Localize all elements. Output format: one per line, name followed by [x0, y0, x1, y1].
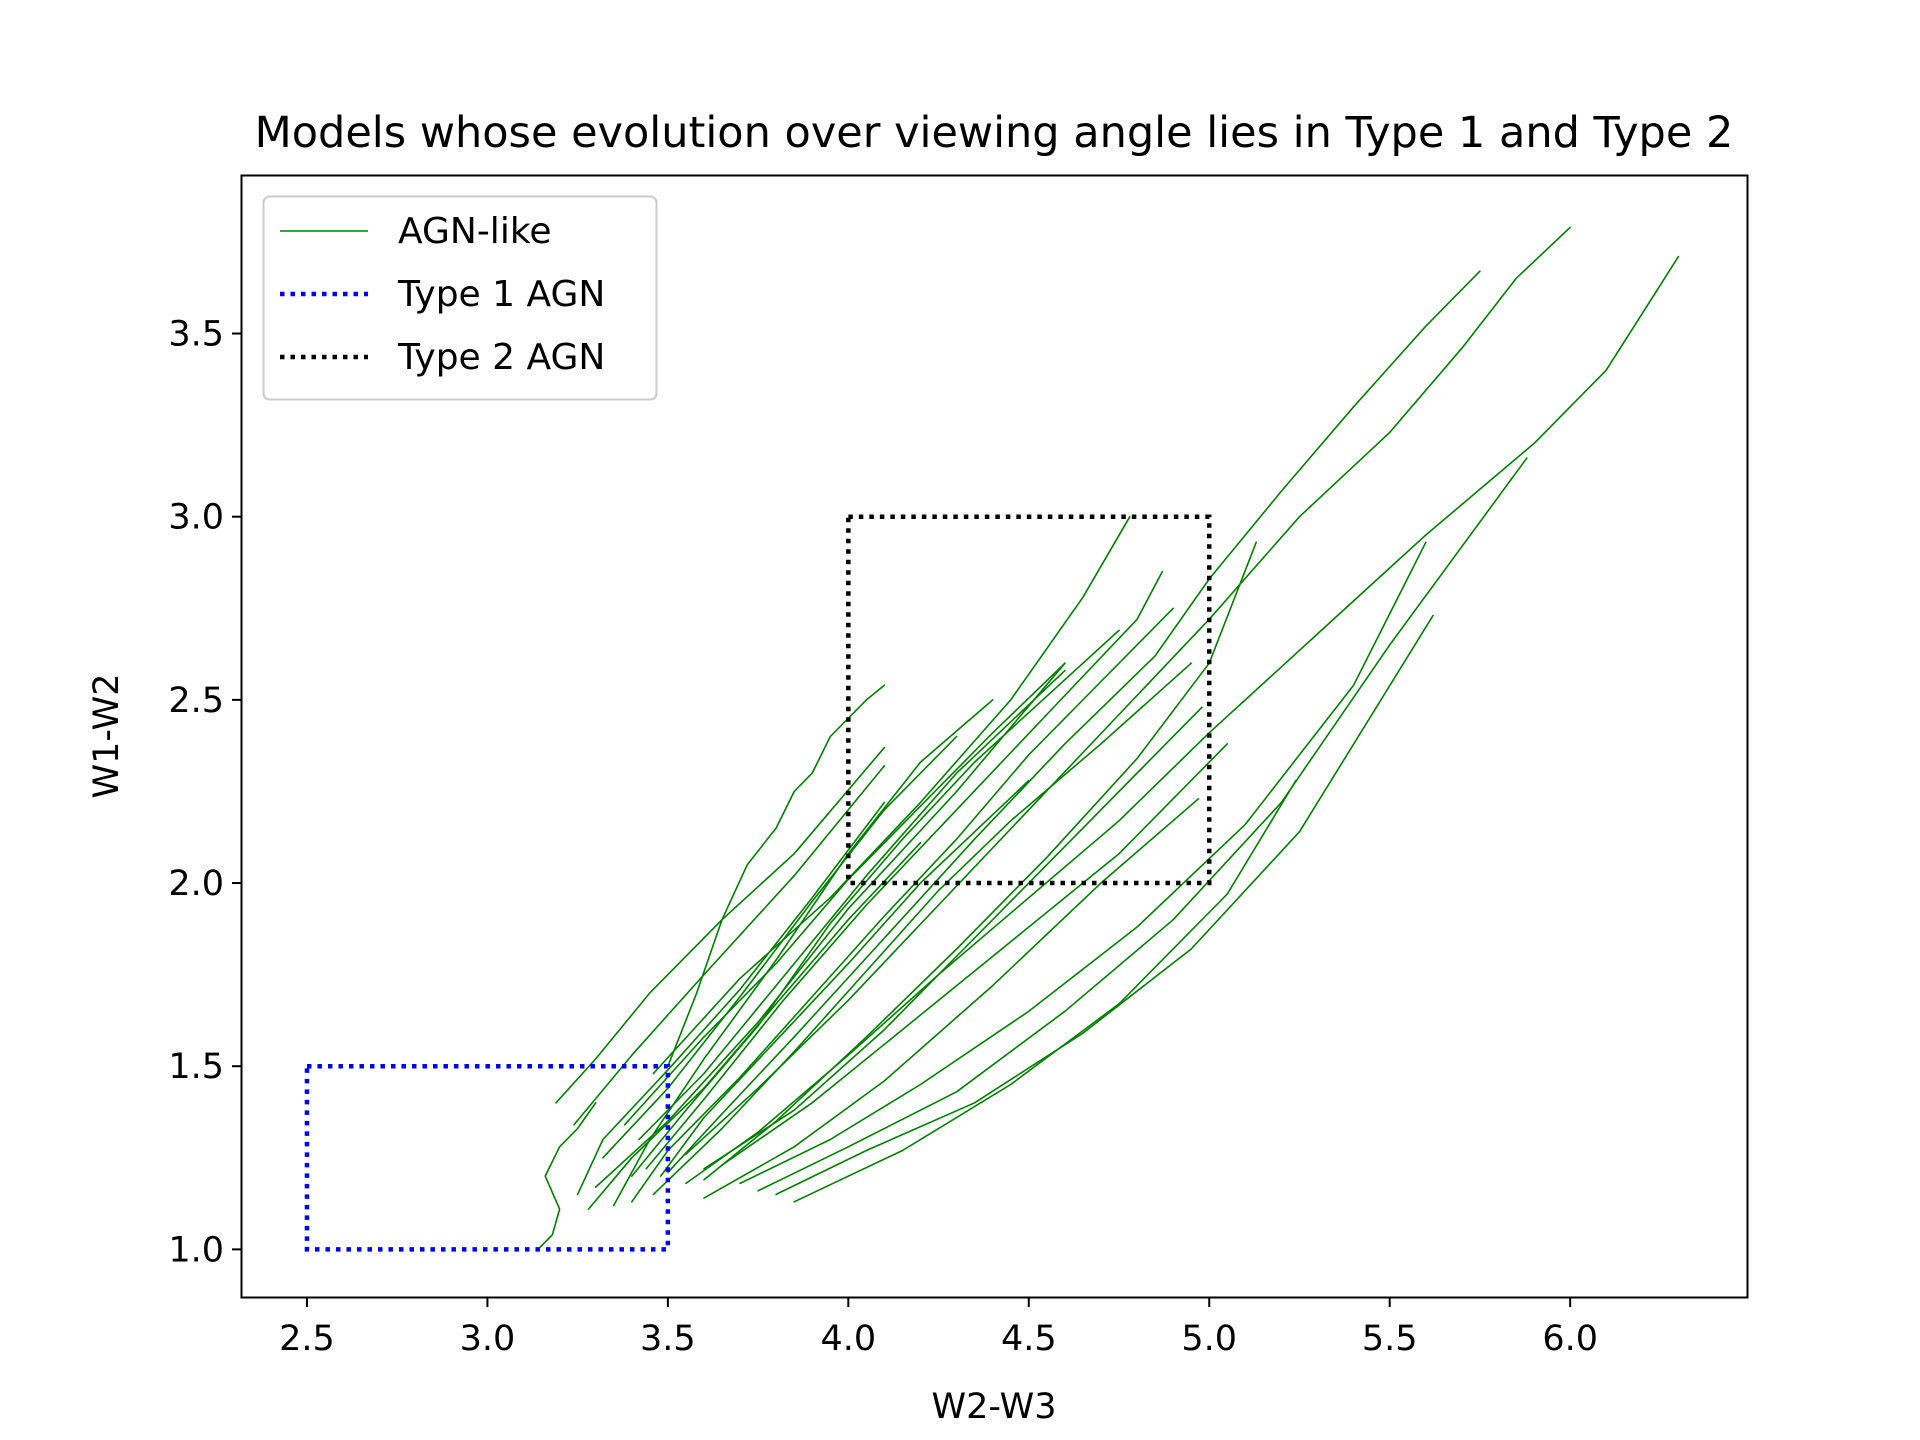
x-tick-label: 4.5: [1001, 1319, 1057, 1359]
agn-like-track-3: [573, 764, 886, 1126]
legend: AGN-like Type 1 AGN Type 2 AGN: [262, 195, 658, 401]
agn-like-track-24: [721, 742, 1229, 1166]
agn-like-track-11: [638, 669, 1066, 1141]
y-axis-label: W1-W2: [87, 674, 127, 799]
x-ticks: 2.5 3.0 3.5 4.0 4.5 5.0 5.5 6.0: [279, 1297, 1598, 1359]
y-tick-label: 1.0: [168, 1230, 224, 1270]
agn-like-track-10: [630, 629, 1120, 1177]
type-1-agn-region: [304, 1063, 671, 1252]
plot-lines: [537, 226, 1680, 1251]
legend-label-agn-like: AGN-like: [398, 211, 552, 252]
agn-like-track-7: [602, 735, 958, 1159]
regions: [304, 514, 1212, 1252]
x-tick-label: 2.5: [279, 1319, 335, 1359]
agn-like-track-28: [793, 779, 1297, 1203]
agn-like-track-17: [659, 779, 1030, 1177]
agn-like-track-23: [703, 706, 1203, 1170]
agn-like-track-6: [594, 662, 1066, 1188]
x-tick-label: 3.0: [460, 1319, 516, 1359]
x-tick-label: 5.0: [1181, 1319, 1237, 1359]
agn-like-track-1: [537, 1102, 597, 1251]
y-tick-label: 3.0: [168, 498, 224, 538]
y-tick-label: 3.5: [168, 315, 224, 355]
plot-frame: [240, 174, 1749, 1299]
agn-like-track-13: [652, 515, 1131, 1075]
agn-like-track-27: [775, 614, 1434, 1196]
agn-like-track-2: [555, 746, 886, 1104]
y-tick-label: 1.5: [168, 1047, 224, 1087]
x-tick-label: 4.0: [820, 1319, 876, 1359]
y-ticks: 1.0 1.5 2.0 2.5 3.0 3.5: [168, 315, 242, 1270]
legend-label-type-1-agn: Type 1 AGN: [397, 274, 605, 315]
chart-title: Models whose evolution over viewing angl…: [255, 108, 1734, 158]
agn-like-track-18: [667, 270, 1481, 1174]
agn-like-track-26: [757, 457, 1528, 1192]
agn-like-track-25: [739, 541, 1427, 1185]
agn-like-track-19: [685, 226, 1571, 1155]
y-tick-label: 2.0: [168, 864, 224, 904]
legend-label-type-2-agn: Type 2 AGN: [397, 337, 605, 378]
y-tick-label: 2.5: [168, 681, 224, 721]
type-2-agn-region: [846, 514, 1212, 886]
agn-like-track-15: [630, 607, 1174, 1203]
x-tick-label: 3.5: [640, 1319, 696, 1359]
legend-box: [262, 195, 658, 401]
agn-like-track-4: [576, 801, 886, 1196]
agn-like-track-21: [703, 541, 1257, 1181]
x-tick-label: 6.0: [1542, 1319, 1598, 1359]
agn-like-track-22: [703, 797, 1200, 1199]
agn-like-track-8: [612, 699, 994, 1207]
agn-like-track-12: [645, 570, 1164, 1170]
x-tick-label: 5.5: [1362, 1319, 1418, 1359]
x-axis-label: W2-W3: [932, 1387, 1057, 1427]
agn-like-track-16: [652, 662, 1192, 1196]
